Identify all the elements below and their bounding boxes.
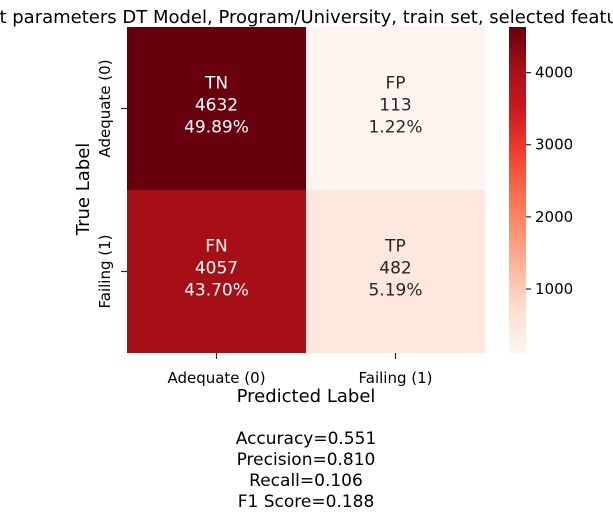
cell-count-label: 4632 [195, 96, 238, 116]
metric-line: F1 Score=0.188 [238, 492, 375, 512]
heatmap-cell-tn [127, 27, 306, 190]
colorbar-tick-label: 1000 [535, 280, 573, 298]
x-axis-label: Predicted Label [237, 386, 376, 407]
metric-line: Accuracy=0.551 [236, 429, 377, 449]
y-axis-label: True Label [73, 143, 94, 237]
metric-line: Precision=0.810 [237, 450, 376, 470]
cell-percent-label: 43.70% [184, 281, 249, 301]
heatmap-cell-fp [306, 27, 485, 190]
cell-percent-label: 1.22% [368, 118, 422, 138]
y-axis-ticks: Adequate (0) Failing (1) [96, 59, 127, 309]
colorbar-tick-label: 4000 [535, 64, 573, 82]
colorbar-tick-label: 2000 [535, 208, 573, 226]
x-tick-label: Failing (1) [359, 369, 433, 387]
cell-count-label: 4057 [195, 259, 238, 279]
heatmap-cell-tp [306, 190, 485, 353]
colorbar [509, 27, 526, 353]
cell-count-label: 113 [379, 96, 411, 116]
chart-title: Best parameters DT Model, Program/Univer… [0, 7, 613, 28]
heatmap-cell-fn [127, 190, 306, 353]
cell-name-label: FN [205, 237, 228, 257]
cell-name-label: TP [384, 237, 406, 257]
cell-name-label: FP [385, 74, 405, 94]
cell-percent-label: 5.19% [368, 281, 422, 301]
y-tick-label: Failing (1) [96, 235, 114, 309]
x-tick-label: Adequate (0) [167, 369, 265, 387]
cell-name-label: TN [204, 74, 228, 94]
cell-count-label: 482 [379, 259, 411, 279]
x-axis-ticks: Adequate (0) Failing (1) [167, 353, 433, 387]
y-tick-label: Adequate (0) [96, 59, 114, 157]
metric-line: Recall=0.106 [249, 471, 363, 491]
metrics-block: Accuracy=0.551Precision=0.810Recall=0.10… [236, 429, 377, 512]
cell-percent-label: 49.89% [184, 118, 249, 138]
colorbar-tick-label: 3000 [535, 136, 573, 154]
colorbar-ticks: 1000 2000 3000 4000 [526, 64, 573, 298]
